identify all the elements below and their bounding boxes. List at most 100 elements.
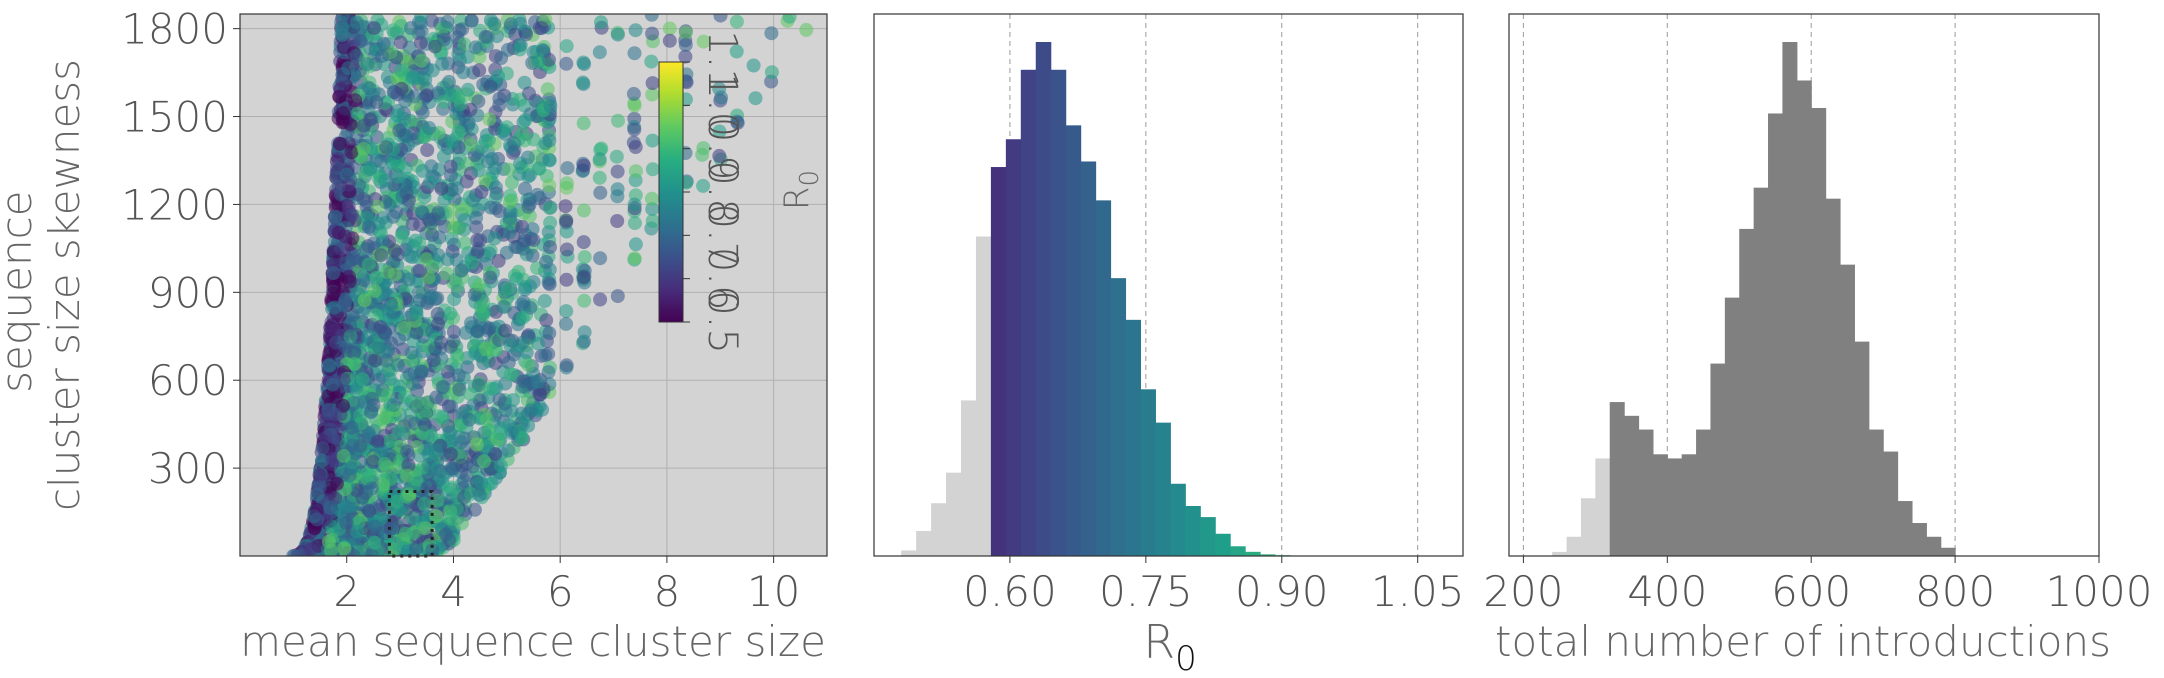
r0-bar (916, 530, 932, 556)
introductions-bar (1609, 402, 1625, 556)
scatter-point (439, 527, 453, 542)
scatter-point (513, 16, 528, 31)
scatter-point (404, 21, 418, 35)
introductions-bar (1839, 264, 1855, 556)
scatter-point (333, 82, 348, 97)
scatter-x-ticks: 2 4 6 8 10 (333, 556, 800, 616)
scatter-point (356, 118, 371, 133)
introductions-x-tick-label: 600 (1771, 567, 1851, 616)
scatter-point (326, 266, 341, 280)
scatter-point (398, 389, 413, 404)
scatter-point (443, 426, 458, 441)
scatter-point (431, 248, 446, 262)
scatter-point (519, 27, 534, 42)
scatter-point (393, 35, 408, 50)
scatter-point (430, 493, 445, 508)
scatter-point (375, 477, 390, 492)
scatter-point (488, 180, 503, 195)
scatter-point (463, 137, 478, 152)
scatter-point (315, 453, 329, 468)
scatter-point (417, 417, 432, 432)
scatter-point (343, 117, 358, 132)
scatter-point (559, 272, 574, 287)
colorbar-tick-label: 0.5 (699, 290, 745, 354)
scatter-point (350, 524, 365, 539)
scatter-point (325, 377, 340, 392)
scatter-point (478, 342, 493, 356)
scatter-point (696, 178, 711, 193)
scatter-point (382, 198, 397, 213)
scatter-point (576, 235, 591, 250)
scatter-point (425, 259, 440, 274)
scatter-point (470, 245, 485, 259)
scatter-point (444, 480, 459, 495)
scatter-point (610, 214, 625, 228)
scatter-y-tick-label: 300 (148, 444, 228, 493)
scatter-point (341, 177, 356, 192)
scatter-point (593, 251, 608, 266)
r0-x-tick-label: 0.60 (963, 567, 1057, 616)
scatter-point (347, 345, 362, 360)
scatter-point (502, 225, 517, 240)
scatter-point (323, 501, 337, 515)
scatter-point (482, 112, 497, 127)
introductions-bar (1825, 198, 1841, 557)
scatter-point (501, 355, 516, 370)
scatter-point (559, 358, 574, 373)
scatter-point (436, 32, 451, 47)
scatter-point (328, 209, 343, 224)
scatter-point (303, 542, 318, 556)
introductions-x-label: total number of introductions (1495, 617, 2111, 666)
scatter-point (539, 313, 554, 328)
scatter-point (493, 426, 508, 441)
scatter-point (346, 396, 361, 411)
colorbar-tick-label: 0.7 (699, 204, 745, 268)
scatter-point (378, 173, 393, 188)
scatter-point (577, 57, 592, 72)
introductions-bar (1782, 42, 1798, 556)
introductions-bar (1911, 523, 1927, 556)
scatter-point (390, 87, 405, 102)
scatter-point (488, 356, 503, 371)
scatter-point (357, 293, 372, 308)
colorbar (658, 61, 684, 323)
scatter-point (678, 49, 693, 64)
scatter-point (369, 270, 384, 285)
scatter-point (401, 272, 416, 287)
scatter-point (389, 536, 403, 551)
scatter-point (592, 170, 607, 185)
scatter-point (542, 201, 557, 216)
scatter-point (523, 300, 538, 315)
scatter-point (503, 211, 518, 226)
scatter-point (435, 56, 450, 71)
scatter-point (329, 476, 344, 491)
scatter-point (575, 75, 590, 90)
scatter-point (415, 204, 429, 219)
scatter-point (429, 509, 444, 524)
r0-bar (1110, 278, 1127, 556)
scatter-point (361, 257, 376, 272)
scatter-point (359, 194, 374, 209)
scatter-point (543, 215, 558, 230)
scatter-point (361, 220, 376, 234)
scatter-point (541, 365, 556, 380)
scatter-point (422, 121, 437, 135)
scatter-point (523, 403, 538, 418)
scatter-point (542, 277, 557, 292)
scatter-point (325, 451, 340, 466)
scatter-point (503, 338, 518, 353)
scatter-point (474, 184, 489, 199)
colorbar-tick-label: 1.1 (699, 30, 745, 94)
scatter-point (712, 124, 727, 139)
introductions-bar (1696, 429, 1712, 556)
introductions-frame (1508, 13, 2100, 557)
scatter-y-tick-label: 900 (148, 268, 228, 317)
scatter-point (537, 294, 552, 308)
scatter-point (379, 353, 394, 368)
scatter-point (592, 152, 607, 167)
scatter-point (560, 161, 575, 176)
scatter-point (609, 149, 624, 164)
r0-bar (1125, 319, 1142, 556)
scatter-point (364, 405, 379, 420)
scatter-point (424, 14, 439, 28)
